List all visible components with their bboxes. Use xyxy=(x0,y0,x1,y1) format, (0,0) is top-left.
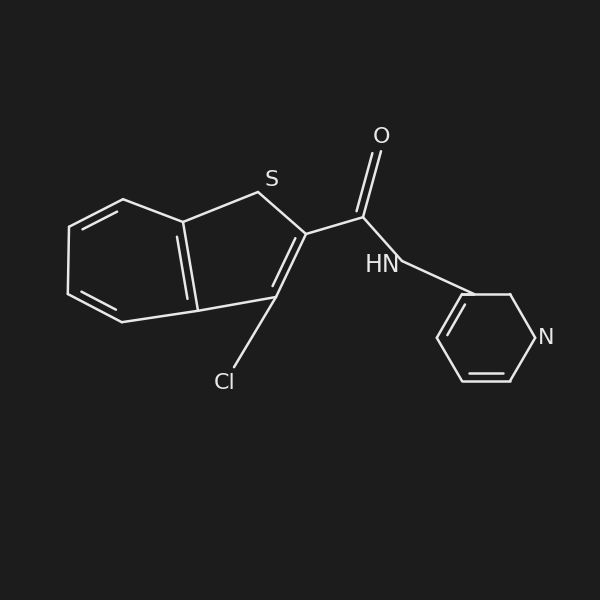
Text: Cl: Cl xyxy=(214,373,236,393)
Text: O: O xyxy=(372,127,390,147)
Text: N: N xyxy=(538,328,554,348)
Text: HN: HN xyxy=(365,253,401,277)
Text: S: S xyxy=(264,170,278,190)
